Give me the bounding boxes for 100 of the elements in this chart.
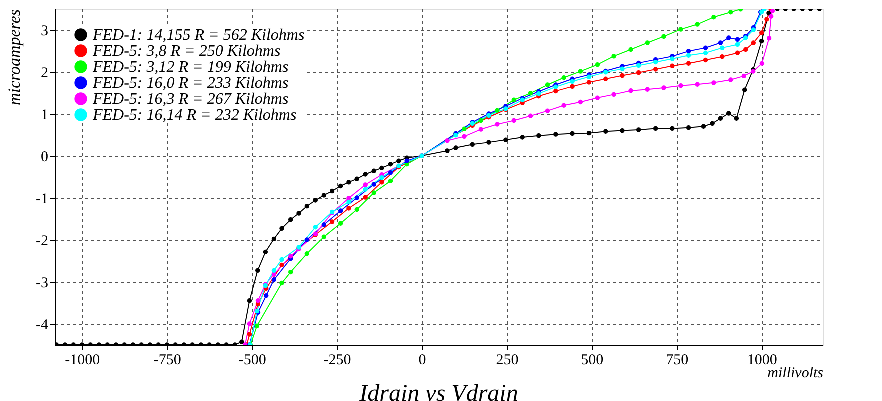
point [628, 88, 634, 94]
legend-label: FED-5: 3,8 R = 250 Kilohms [92, 43, 281, 60]
x-tick-label: 1000 [747, 352, 778, 368]
point [620, 66, 625, 72]
point [254, 324, 260, 328]
y-tick-label: 1 [41, 108, 48, 124]
point [760, 61, 765, 66]
point [247, 332, 252, 337]
point [554, 88, 558, 94]
point [322, 234, 326, 240]
point [545, 108, 550, 114]
x-tick-label: 0 [418, 352, 426, 368]
point [720, 54, 725, 60]
point [612, 92, 616, 98]
point [662, 34, 666, 40]
x-axis-title: millivolts [768, 366, 824, 382]
point [578, 100, 584, 105]
x-tick-label: -250 [324, 352, 352, 368]
point [695, 82, 700, 87]
point [735, 42, 740, 48]
point [478, 127, 484, 132]
point [512, 118, 516, 124]
point [759, 30, 764, 36]
point [703, 46, 708, 50]
point [512, 98, 516, 102]
point [478, 118, 484, 124]
y-tick-label: -3 [36, 276, 48, 292]
legend-label: FED-5: 16,14 R = 232 Kilohms [92, 107, 297, 124]
point [678, 84, 684, 88]
point [272, 268, 277, 273]
text: Idrain vs Vdrain [358, 381, 518, 401]
point [578, 69, 584, 74]
point [288, 270, 294, 275]
point [570, 79, 575, 84]
point [686, 53, 692, 58]
point [751, 40, 756, 46]
point [612, 54, 616, 59]
point [728, 78, 734, 82]
point [363, 182, 368, 188]
point [388, 178, 394, 184]
y-tick-label: 2 [41, 66, 48, 82]
point [570, 84, 575, 90]
point [264, 294, 269, 298]
x-tick-label: -750 [154, 352, 182, 368]
legend-label: FED-5: 16,3 R = 267 Kilohms [92, 91, 289, 108]
y-tick-label: -1 [36, 192, 48, 208]
point [645, 87, 650, 92]
point [372, 190, 376, 196]
y-tick-label: -4 [36, 318, 49, 334]
point [712, 15, 716, 20]
point [703, 50, 708, 56]
point [695, 22, 700, 27]
point [636, 70, 642, 76]
y-tick-label: 0 [41, 150, 48, 166]
point [735, 50, 740, 56]
y-tick-label: -2 [36, 234, 48, 250]
x-tick-label: -1000 [65, 352, 100, 368]
point [726, 36, 732, 40]
point [280, 280, 284, 286]
point [354, 207, 360, 212]
point [728, 10, 734, 15]
point [346, 206, 352, 211]
point [330, 220, 335, 224]
y-tick-label: 3 [41, 24, 48, 40]
point [712, 80, 716, 86]
point [735, 37, 740, 42]
point [545, 82, 550, 88]
point [536, 92, 542, 96]
point [304, 238, 310, 242]
legend-label: FED-5: 3,12 R = 199 Kilohms [92, 59, 289, 76]
point [662, 86, 666, 90]
point [380, 180, 384, 185]
y-axis-title: microamperes [5, 9, 24, 106]
point [528, 91, 534, 96]
point [445, 138, 450, 144]
point [280, 257, 284, 262]
point [338, 221, 344, 226]
point [595, 96, 600, 100]
point [388, 170, 394, 176]
point [363, 187, 368, 192]
x-tick-label: -500 [238, 352, 266, 368]
point [670, 64, 675, 68]
x-tick-label: 250 [496, 352, 519, 368]
point [766, 36, 772, 41]
point [346, 200, 352, 205]
point [462, 126, 467, 132]
point [247, 322, 252, 326]
point [372, 182, 376, 187]
point [678, 27, 684, 32]
point [718, 40, 724, 46]
point [670, 56, 675, 62]
point [769, 14, 774, 19]
point [256, 298, 261, 304]
point [562, 76, 566, 80]
point [686, 61, 692, 66]
point [636, 63, 642, 68]
point [495, 122, 500, 127]
point [686, 49, 692, 54]
point [462, 134, 467, 140]
x-tick-label: 500 [581, 352, 604, 368]
